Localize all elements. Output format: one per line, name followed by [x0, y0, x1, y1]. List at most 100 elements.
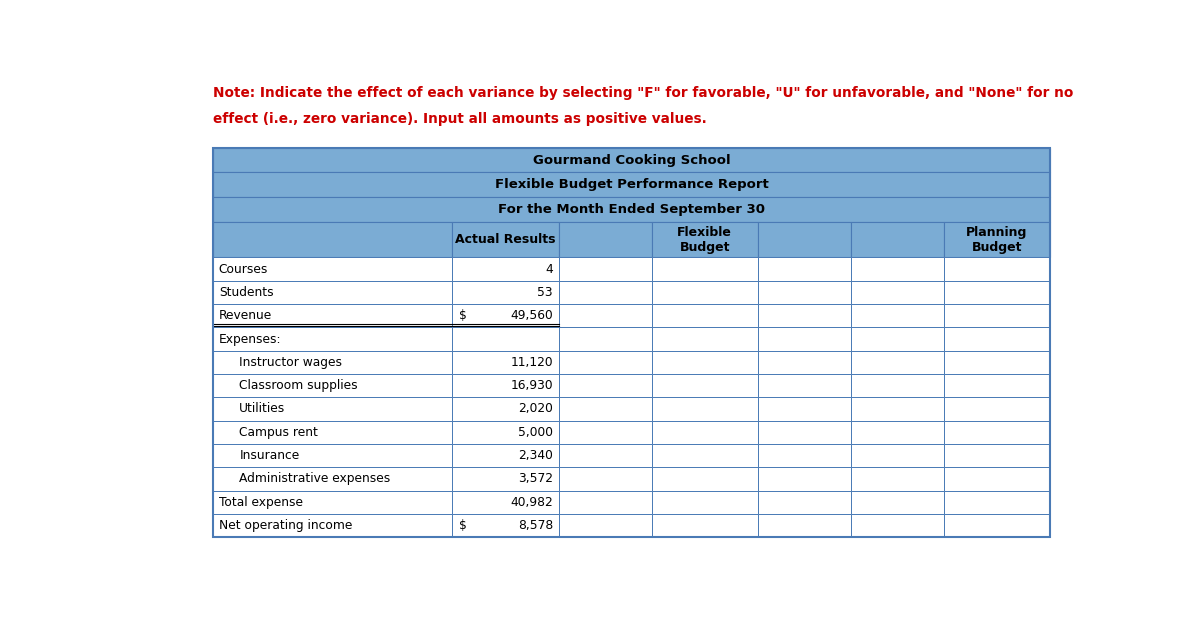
Bar [214, 304, 452, 328]
Bar [559, 374, 652, 397]
Bar [758, 397, 851, 421]
Bar [851, 467, 944, 491]
Bar [452, 328, 559, 350]
Bar [944, 222, 1050, 257]
Bar [944, 281, 1050, 304]
Bar [452, 421, 559, 444]
Bar [758, 514, 851, 537]
Bar [214, 444, 452, 467]
Text: $: $ [458, 309, 467, 322]
Bar [944, 350, 1050, 374]
Bar [851, 222, 944, 257]
Bar [452, 304, 559, 328]
Bar [559, 281, 652, 304]
Bar [559, 328, 652, 350]
Bar [851, 281, 944, 304]
Bar [214, 281, 452, 304]
Text: 49,560: 49,560 [510, 309, 553, 322]
Bar [452, 281, 559, 304]
Text: effect (i.e., zero variance). Input all amounts as positive values.: effect (i.e., zero variance). Input all … [214, 112, 707, 126]
Bar [758, 467, 851, 491]
Bar [559, 444, 652, 467]
Bar [944, 304, 1050, 328]
Bar [758, 374, 851, 397]
Bar [851, 491, 944, 514]
Text: Students: Students [218, 286, 274, 299]
Bar [214, 397, 452, 421]
Bar [214, 147, 1050, 537]
Bar [214, 222, 452, 257]
Bar [851, 444, 944, 467]
Bar [214, 514, 452, 537]
Bar [652, 328, 758, 350]
Bar [559, 491, 652, 514]
Text: Campus rent: Campus rent [239, 426, 318, 439]
Text: Revenue: Revenue [218, 309, 272, 322]
Text: 16,930: 16,930 [510, 379, 553, 392]
Bar [851, 350, 944, 374]
Bar [652, 491, 758, 514]
Bar [758, 222, 851, 257]
Bar [452, 444, 559, 467]
Text: $: $ [458, 519, 467, 532]
Bar [758, 350, 851, 374]
Bar [652, 350, 758, 374]
Text: Gourmand Cooking School: Gourmand Cooking School [533, 154, 731, 167]
Bar [652, 257, 758, 281]
Bar [452, 374, 559, 397]
Bar [758, 444, 851, 467]
Text: 2,020: 2,020 [518, 402, 553, 415]
Bar [214, 350, 452, 374]
Text: 8,578: 8,578 [518, 519, 553, 532]
Text: Actual Results: Actual Results [455, 233, 556, 246]
Text: Classroom supplies: Classroom supplies [239, 379, 358, 392]
Bar [559, 222, 652, 257]
Bar [559, 397, 652, 421]
Bar [944, 397, 1050, 421]
Bar [452, 514, 559, 537]
Bar [851, 397, 944, 421]
Bar [652, 222, 758, 257]
Bar [652, 467, 758, 491]
Bar [452, 257, 559, 281]
Text: Courses: Courses [218, 263, 268, 276]
Bar [944, 514, 1050, 537]
Bar [851, 514, 944, 537]
Text: 5,000: 5,000 [518, 426, 553, 439]
Text: Total expense: Total expense [218, 496, 302, 509]
Bar [559, 467, 652, 491]
Text: Instructor wages: Instructor wages [239, 356, 342, 369]
Bar [214, 421, 452, 444]
Bar [944, 491, 1050, 514]
Bar [214, 374, 452, 397]
Bar [559, 514, 652, 537]
Bar [944, 467, 1050, 491]
Bar [758, 491, 851, 514]
Text: Flexible
Budget: Flexible Budget [677, 226, 732, 254]
Text: Expenses:: Expenses: [218, 333, 281, 346]
Bar [559, 350, 652, 374]
Text: Net operating income: Net operating income [218, 519, 352, 532]
Bar [851, 328, 944, 350]
Bar [559, 421, 652, 444]
Bar [851, 257, 944, 281]
Bar [944, 328, 1050, 350]
Text: 2,340: 2,340 [518, 449, 553, 462]
Text: Flexible Budget Performance Report: Flexible Budget Performance Report [494, 178, 769, 191]
Bar [452, 350, 559, 374]
Bar [452, 222, 559, 257]
Text: Administrative expenses: Administrative expenses [239, 473, 390, 486]
Bar [652, 397, 758, 421]
Bar [652, 281, 758, 304]
Bar [214, 257, 452, 281]
Text: Planning
Budget: Planning Budget [966, 226, 1027, 254]
Bar [652, 374, 758, 397]
Bar [652, 444, 758, 467]
Bar [452, 397, 559, 421]
Bar [851, 374, 944, 397]
Bar [214, 197, 1050, 222]
Bar [758, 421, 851, 444]
Text: 11,120: 11,120 [510, 356, 553, 369]
Bar [214, 147, 1050, 172]
Bar [652, 514, 758, 537]
